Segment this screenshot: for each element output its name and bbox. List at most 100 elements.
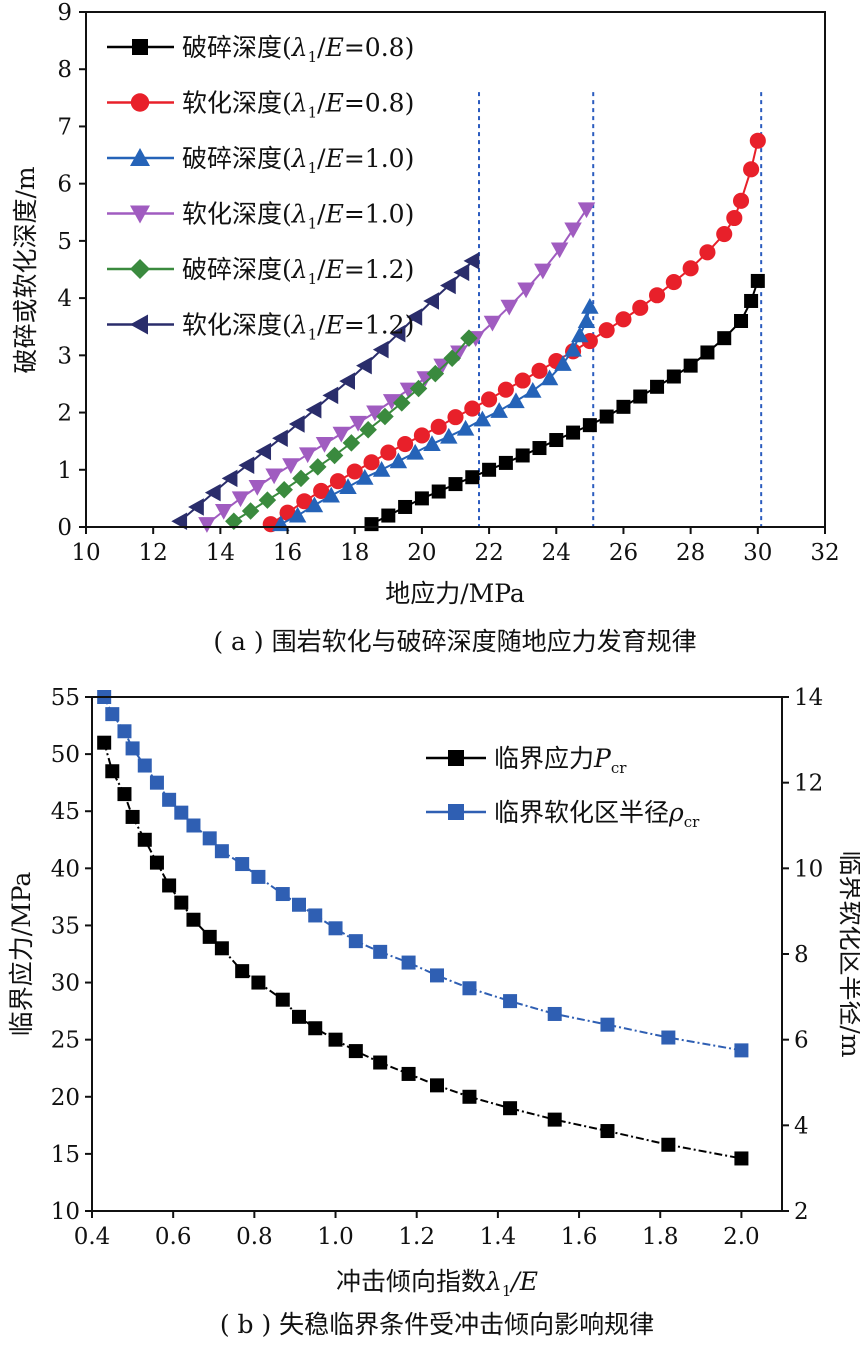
data-point	[174, 895, 189, 910]
data-point	[554, 355, 572, 371]
data-point	[517, 282, 535, 299]
data-point	[349, 415, 367, 432]
data-point	[97, 735, 112, 750]
data-point	[322, 486, 340, 503]
data-point	[275, 887, 290, 902]
y-tick-label: 7	[57, 114, 72, 140]
data-point	[389, 452, 408, 469]
data-point	[665, 274, 682, 291]
data-point	[507, 392, 525, 409]
legend-marker	[130, 259, 150, 279]
data-point	[423, 292, 439, 310]
data-point	[571, 326, 589, 343]
series-5	[171, 252, 480, 531]
data-point	[339, 478, 357, 494]
data-point	[482, 462, 497, 477]
data-point	[414, 491, 429, 506]
data-point	[450, 345, 468, 362]
data-point	[339, 372, 356, 390]
y-left-tick-label: 30	[51, 971, 80, 997]
data-point	[275, 992, 290, 1007]
y-right-tick-label: 4	[794, 1113, 809, 1139]
legend-marker	[130, 314, 148, 335]
series-2	[272, 297, 599, 532]
data-point	[599, 409, 614, 424]
y-tick-label: 4	[57, 286, 72, 312]
data-point	[699, 244, 716, 261]
series-line	[103, 696, 742, 1052]
data-point	[463, 252, 480, 270]
data-point	[373, 944, 388, 959]
legend-item: 软化深度(λ1/E=0.8)	[107, 89, 414, 122]
chart-a-caption: ( a ) 围岩软化与破碎深度随地应力发育规律	[213, 627, 696, 656]
data-point	[406, 443, 424, 460]
data-point	[325, 446, 344, 465]
data-point	[430, 418, 447, 435]
legend-item: 破碎深度(λ1/E=1.2)	[107, 255, 414, 288]
legend-marker	[130, 148, 150, 166]
x-tick-label: 10	[71, 540, 100, 566]
data-point	[448, 477, 463, 492]
data-point	[235, 964, 250, 979]
x-tick-label: 1.2	[398, 1224, 435, 1250]
data-point	[149, 855, 164, 870]
data-point	[564, 222, 582, 239]
y-left-tick-label: 45	[51, 799, 80, 825]
data-point	[749, 132, 766, 149]
y-left-tick-label: 35	[51, 913, 80, 939]
data-point	[430, 1078, 444, 1093]
data-point	[305, 496, 324, 513]
legend-marker	[448, 804, 464, 820]
data-point	[188, 498, 204, 516]
series-line	[280, 306, 591, 526]
data-point	[465, 470, 480, 485]
data-point	[225, 512, 243, 531]
data-point	[615, 311, 632, 328]
legend-item: 软化深度(λ1/E=1.2)	[107, 311, 414, 344]
chart-b-ylabel-right: 临界软化区半径/m	[836, 850, 860, 1057]
x-tick-label: 0.8	[236, 1224, 273, 1250]
data-point	[582, 418, 597, 433]
data-point	[381, 508, 396, 523]
data-point	[356, 356, 372, 375]
data-point	[547, 1112, 562, 1127]
data-point	[577, 202, 596, 219]
data-point	[272, 429, 288, 448]
series-0	[97, 735, 749, 1166]
y-right-tick-label: 6	[794, 1028, 809, 1054]
data-point	[490, 402, 508, 418]
legend-label: 破碎深度(λ1/E=1.0)	[182, 144, 414, 177]
data-point	[744, 293, 759, 308]
data-point	[401, 1066, 416, 1081]
data-point	[162, 792, 177, 807]
x-tick-label: 20	[407, 540, 436, 566]
y-left-tick-label: 50	[51, 742, 80, 768]
x-tick-label: 12	[139, 540, 168, 566]
data-point	[235, 857, 250, 872]
data-point	[382, 394, 401, 410]
data-point	[282, 458, 300, 474]
legend-item: 破碎深度(λ1/E=0.8)	[107, 33, 414, 66]
data-point	[682, 260, 699, 277]
data-point	[732, 192, 750, 209]
data-point	[443, 349, 461, 367]
y-right-tick-label: 14	[794, 685, 823, 711]
y-tick-label: 3	[57, 343, 72, 369]
data-point	[648, 287, 666, 304]
data-point	[214, 941, 229, 956]
data-point	[202, 929, 217, 944]
data-point	[503, 1101, 518, 1116]
series-4	[225, 329, 478, 531]
data-point	[600, 1017, 615, 1032]
data-point	[447, 409, 464, 426]
data-point	[550, 242, 569, 259]
data-point	[288, 415, 305, 433]
data-point	[372, 340, 389, 359]
data-point	[231, 491, 250, 508]
y-right-tick-label: 10	[794, 856, 823, 882]
legend-label: 临界应力Pcr	[494, 744, 627, 777]
data-point	[315, 437, 334, 453]
data-point	[255, 442, 272, 461]
data-point	[406, 308, 423, 326]
